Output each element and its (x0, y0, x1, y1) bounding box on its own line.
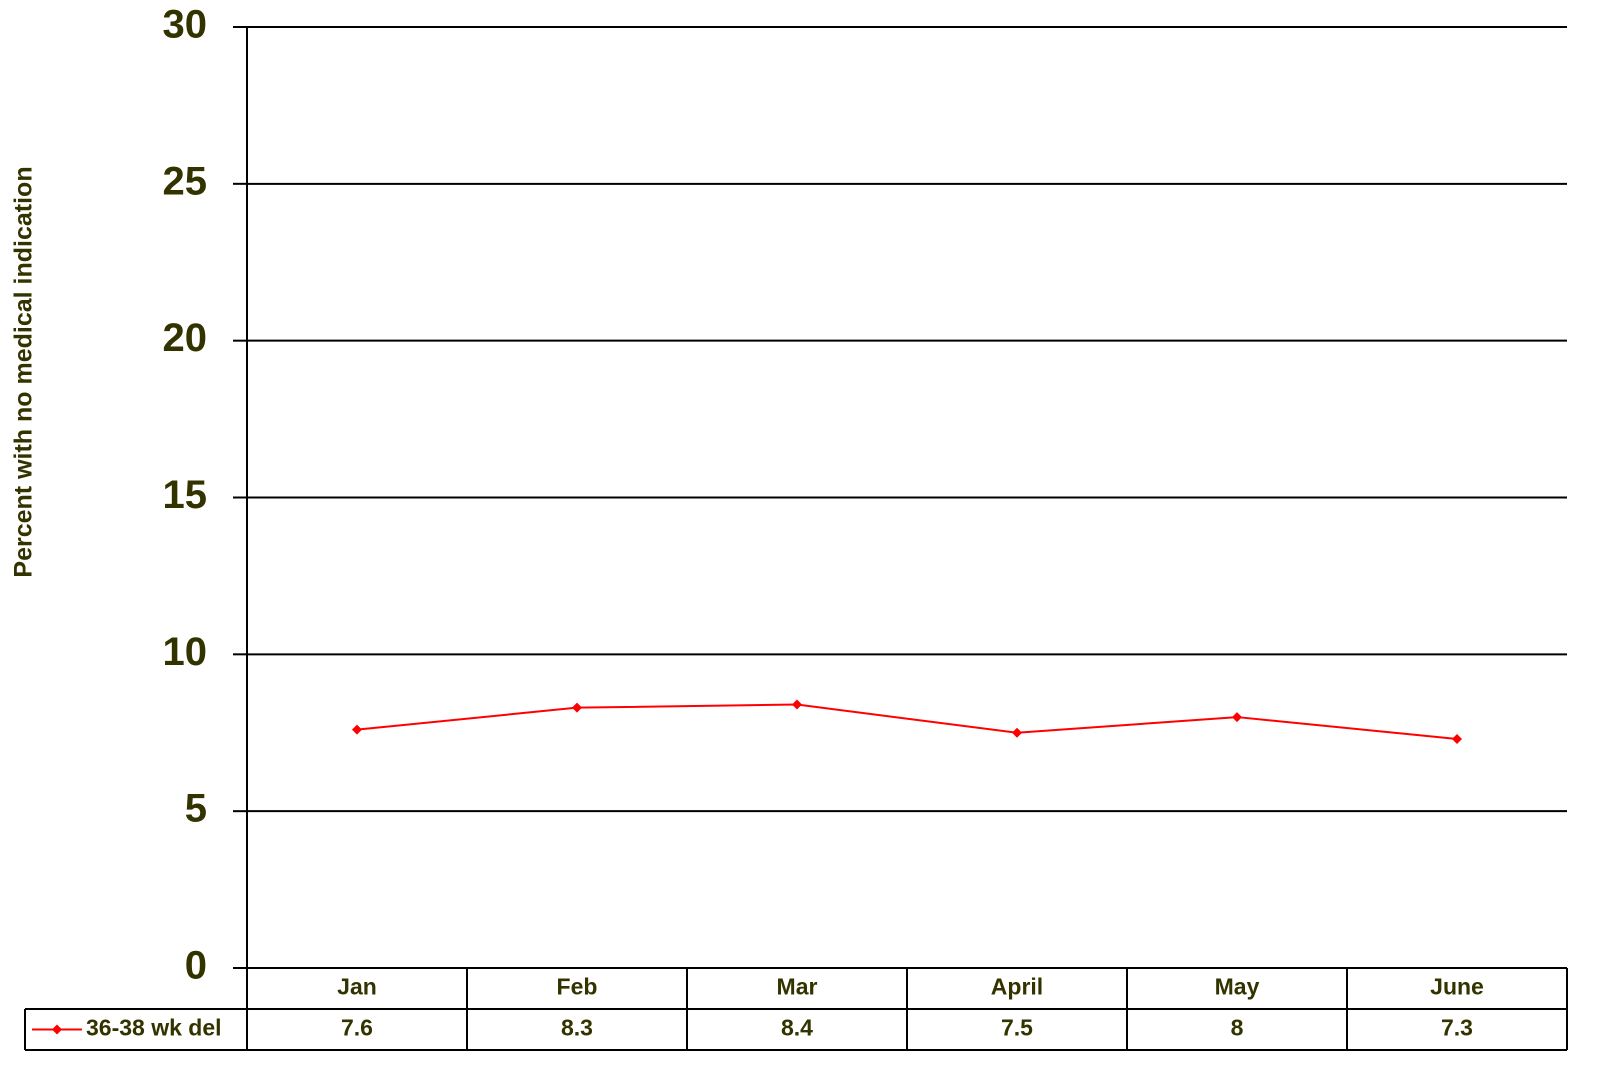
point-marker (1452, 734, 1462, 745)
x-tick-label: April (991, 974, 1043, 1000)
table-value: 8.4 (781, 1015, 813, 1041)
y-tick-label: 30 (163, 3, 208, 47)
x-tick-label: June (1430, 974, 1484, 1000)
table-value: 7.3 (1441, 1015, 1473, 1041)
point-marker (1232, 712, 1242, 723)
y-tick-label: 20 (163, 316, 208, 360)
y-tick-label: 10 (163, 630, 208, 674)
y-tick-label: 5 (185, 787, 207, 831)
table-value: 7.6 (341, 1015, 373, 1041)
x-tick-label: Feb (557, 974, 598, 1000)
y-tick-label: 25 (163, 159, 208, 203)
point-marker (792, 699, 802, 710)
table-value: 7.5 (1001, 1015, 1033, 1041)
x-tick-label: May (1215, 974, 1260, 1000)
table-value: 8.3 (561, 1015, 593, 1041)
legend-label: 36-38 wk del (86, 1015, 222, 1041)
legend-marker (52, 1024, 62, 1035)
y-tick-label: 15 (163, 473, 208, 517)
x-tick-label: Jan (337, 974, 377, 1000)
point-marker (1012, 727, 1022, 738)
series-line (356, 703, 1458, 741)
point-marker (352, 724, 362, 735)
y-tick-label: 0 (185, 944, 207, 988)
point-marker (572, 702, 582, 713)
y-axis-label: Percent with no medical indication (10, 166, 38, 577)
x-tick-label: Mar (777, 974, 818, 1000)
table-value: 8 (1231, 1015, 1244, 1041)
